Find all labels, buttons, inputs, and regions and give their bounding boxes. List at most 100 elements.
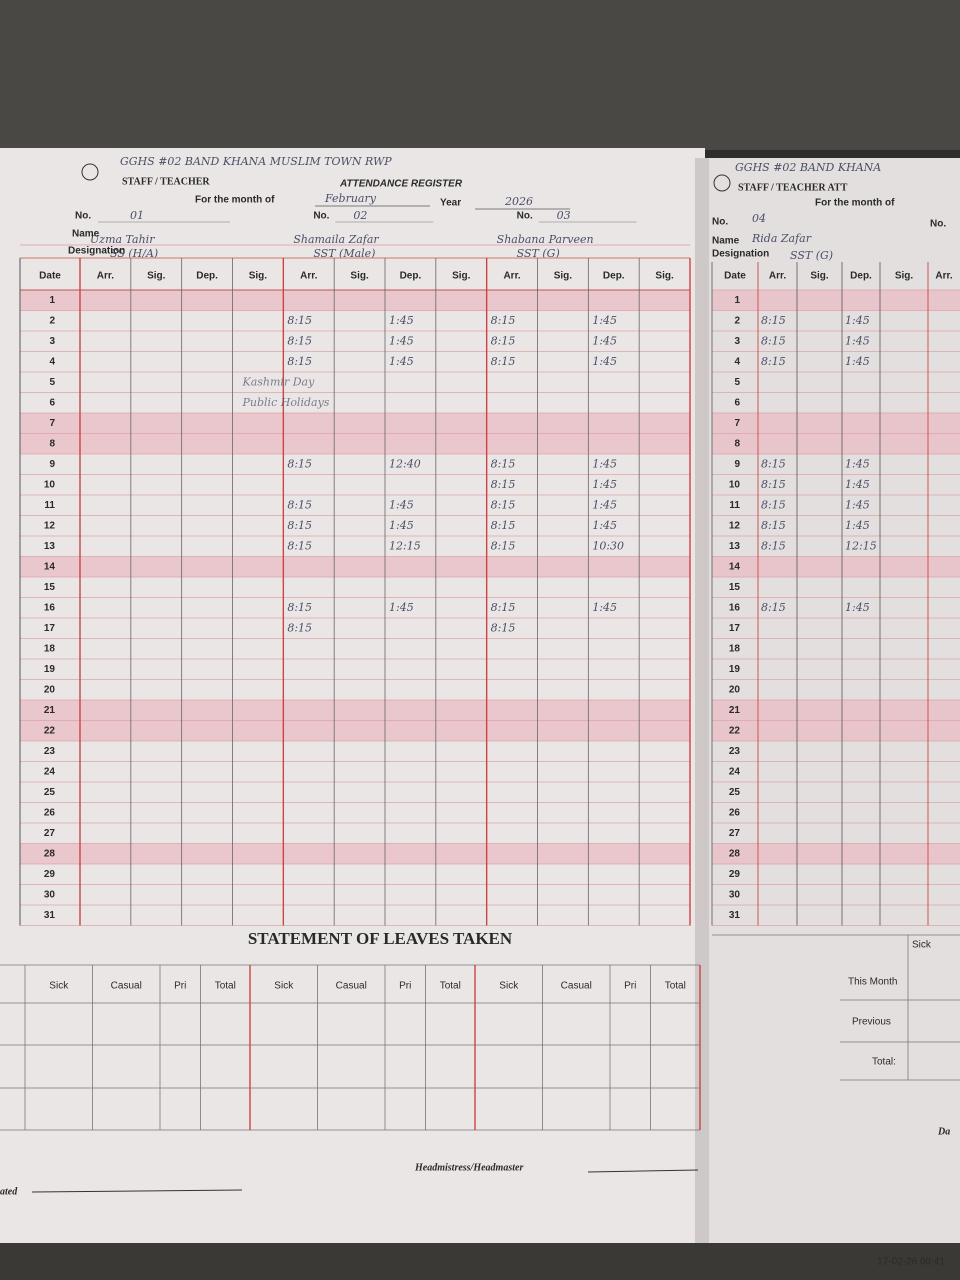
date-cell: 20	[729, 684, 741, 695]
date-cell: 5	[734, 377, 740, 388]
time-entry: 1:45	[845, 519, 870, 532]
time-entry: 1:45	[592, 478, 617, 491]
date-cell: 31	[729, 910, 741, 921]
dated-line	[31, 1189, 243, 1193]
time-entry: 8:15	[491, 334, 516, 347]
time-entry: 1:45	[845, 498, 870, 511]
time-entry: 1:45	[389, 601, 414, 614]
time-entry: 8:15	[761, 519, 786, 532]
holiday-band	[712, 290, 960, 311]
date-cell: 13	[729, 541, 741, 552]
date-cell: 26	[44, 807, 56, 818]
row-note: Public Holidays	[242, 396, 330, 409]
time-entry: 8:15	[761, 478, 786, 491]
staff-designation: SST (G)	[790, 249, 833, 262]
leave-col-header: Sick	[499, 981, 519, 992]
date-cell: 3	[49, 336, 55, 347]
no-label: No.	[75, 211, 91, 222]
date-cell: 13	[44, 541, 56, 552]
date-cell: 27	[729, 828, 741, 839]
date-cell: 15	[729, 582, 741, 593]
time-entry: 8:15	[761, 457, 786, 470]
time-entry: 8:15	[287, 457, 312, 470]
time-entry: 1:45	[389, 519, 414, 532]
name-label: Name	[72, 229, 100, 240]
col-header: Dep.	[400, 271, 422, 282]
date-cell: 15	[44, 582, 56, 593]
time-entry: 8:15	[761, 601, 786, 614]
date-cell: 8	[734, 438, 740, 449]
date-cell: 6	[734, 397, 740, 408]
date-cell: 22	[729, 725, 741, 736]
col-header: Sig.	[350, 271, 369, 282]
date-cell: 22	[44, 725, 56, 736]
col-header: Dep.	[850, 271, 872, 282]
time-entry: 8:15	[287, 519, 312, 532]
date-cell: 23	[44, 746, 56, 757]
this-month: This Month	[848, 977, 897, 988]
time-entry: 1:45	[389, 334, 414, 347]
col-header: Sig.	[655, 271, 674, 282]
time-entry: 8:15	[761, 334, 786, 347]
time-entry: 8:15	[491, 355, 516, 368]
time-entry: 1:45	[845, 478, 870, 491]
date-cell: 16	[729, 602, 741, 613]
time-entry: 8:15	[287, 355, 312, 368]
date-cell: 19	[44, 664, 56, 675]
date-cell: 17	[44, 623, 56, 634]
leave-sick: Sick	[912, 940, 932, 951]
col-header: Date	[39, 271, 61, 282]
date-cell: 9	[49, 459, 55, 470]
table-edge	[0, 1243, 960, 1280]
leave-col-header: Casual	[111, 981, 142, 992]
time-entry: 8:15	[491, 519, 516, 532]
col-header: Dep.	[603, 271, 625, 282]
title-b: ATTENDANCE REGISTER	[339, 179, 463, 190]
total: Total:	[872, 1057, 896, 1068]
time-entry: 8:15	[287, 539, 312, 552]
row-note: Kashmir Day	[242, 375, 316, 388]
date-cell: 10	[44, 479, 56, 490]
time-entry: 1:45	[592, 334, 617, 347]
col-header: Sig.	[452, 271, 471, 282]
date-cell: 24	[44, 766, 56, 777]
leave-col-header: Total	[440, 981, 461, 992]
staff-designation: SST (G)	[517, 247, 560, 260]
title: STAFF / TEACHER ATT	[738, 182, 848, 193]
holiday-band	[712, 413, 960, 434]
staff-designation: SS (H/A)	[110, 247, 158, 260]
date-cell: 28	[44, 848, 56, 859]
no-label: No.	[517, 211, 533, 222]
leave-col-header: Casual	[561, 981, 592, 992]
leave-col-header: Pri	[174, 981, 186, 992]
time-entry: 8:15	[491, 478, 516, 491]
year: 2026	[504, 195, 533, 208]
no-label: No.	[313, 211, 329, 222]
dated-label: ated	[0, 1186, 18, 1197]
date-cell: 30	[729, 889, 741, 900]
leave-col-header: Sick	[49, 981, 69, 992]
time-entry: 1:45	[845, 314, 870, 327]
time-entry: 1:45	[845, 355, 870, 368]
date-cell: 20	[44, 684, 56, 695]
month-label: For the month of	[815, 198, 895, 209]
col-header: Arr.	[97, 271, 114, 282]
time-entry: 8:15	[287, 334, 312, 347]
date-cell: 25	[44, 787, 56, 798]
col-header: Dep.	[196, 271, 218, 282]
date-cell: 12	[44, 520, 56, 531]
date-cell: 9	[734, 459, 740, 470]
time-entry: 8:15	[491, 601, 516, 614]
date-cell: 7	[49, 418, 55, 429]
leaves-title: STATEMENT OF LEAVES TAKEN	[248, 929, 513, 948]
date-cell: 10	[729, 479, 741, 490]
signature-line	[587, 1169, 699, 1173]
date-cell: 25	[729, 787, 741, 798]
date-cell: 27	[44, 828, 56, 839]
holiday-band	[712, 556, 960, 577]
time-entry: 8:15	[491, 457, 516, 470]
time-entry: 8:15	[761, 314, 786, 327]
year-label: Year	[440, 198, 461, 209]
holiday-band	[20, 720, 690, 741]
